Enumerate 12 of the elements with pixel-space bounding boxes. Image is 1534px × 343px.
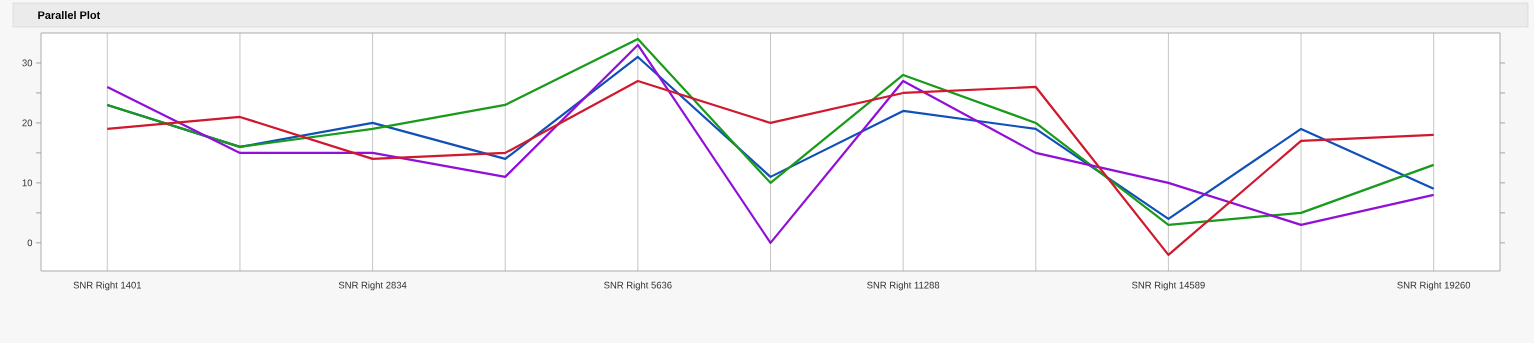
line-series xyxy=(106,79,1435,256)
y-tick-label: 0 xyxy=(27,239,33,247)
x-tick-label: SNR Right 1401 xyxy=(73,281,142,291)
x-tick-label: SNR Right 5636 xyxy=(604,281,672,291)
x-tick-label: SNR Right 14589 xyxy=(1132,281,1205,291)
y-tick-label: 20 xyxy=(22,119,33,127)
x-tick-label: SNR Right 11288 xyxy=(867,281,940,291)
y-tick-label: 10 xyxy=(22,179,33,187)
x-tick-label: SNR Right 2834 xyxy=(338,281,407,291)
y-tick-label: 30 xyxy=(22,59,33,67)
x-tick-label: SNR Right 19260 xyxy=(1397,281,1471,291)
chart-title: Parallel Plot xyxy=(38,10,101,20)
